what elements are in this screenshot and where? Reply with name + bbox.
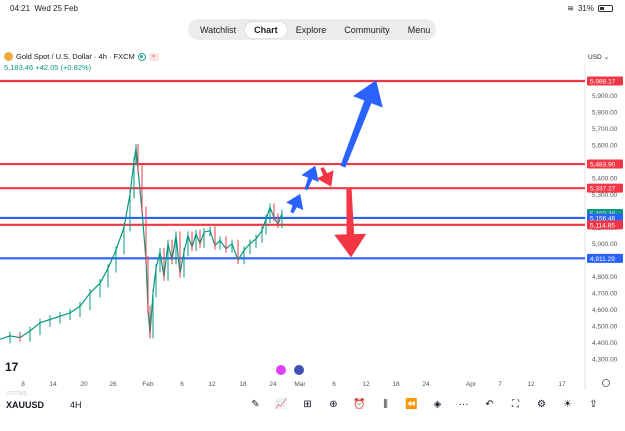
price-chart[interactable]: 5,900.005,800.005,700.005,600.005,500.00… — [0, 45, 625, 390]
time-tick-label: 12 — [362, 381, 370, 388]
symbol-header[interactable]: Gold Spot / U.S. Dollar · 4h · FXCM ≈ — [4, 52, 159, 61]
time-tick-label: 8 — [21, 381, 25, 388]
last-price: 5,183.46 — [4, 63, 34, 72]
price-tick-label: 5,700.00 — [592, 126, 618, 133]
price-axis-label-bg — [587, 159, 623, 169]
battery-percent: 31% — [577, 4, 594, 13]
price-tick-label: 5,800.00 — [592, 109, 618, 116]
us-flag-icon — [294, 365, 304, 375]
indicators-icon[interactable]: 📈 — [275, 399, 288, 410]
time-tick-label: 20 — [80, 381, 88, 388]
red-arrow-down-small — [316, 167, 334, 187]
blue-arrow-up-large — [340, 80, 383, 168]
ghost-label: UTCTMS — [6, 391, 27, 397]
time-tick-label: 14 — [49, 381, 57, 388]
price-tick-label: 4,300.00 — [592, 357, 618, 364]
time-tick-label: 12 — [527, 381, 535, 388]
chevron-down-icon: ⌄ — [603, 54, 610, 61]
status-right: ≋ 31% — [567, 4, 613, 13]
undo-icon[interactable]: ↶ — [485, 399, 494, 410]
price-tick-label: 4,700.00 — [592, 291, 618, 298]
more-icon[interactable]: ··· — [458, 399, 469, 410]
price-tick-label: 5,900.00 — [592, 93, 618, 100]
alarm-icon[interactable]: ⏰ — [353, 399, 366, 410]
bottom-symbol[interactable]: XAUUSD — [6, 400, 45, 410]
candles-icon[interactable]: ⫼ — [383, 399, 388, 410]
tradingview-logo: 17 — [5, 360, 19, 374]
status-bar: 04:21 Wed 25 Feb ≋ 31% — [0, 0, 625, 16]
tab-menu[interactable]: Menu — [407, 24, 431, 35]
layers-icon[interactable]: ◈ — [433, 399, 442, 410]
time-tick-label: 26 — [109, 381, 117, 388]
price-tick-label: 4,500.00 — [592, 324, 618, 331]
settings-icon[interactable]: ⚙ — [537, 399, 546, 410]
add-icon[interactable]: ⊕ — [329, 399, 338, 410]
price-axis-label: 5,988.17 — [590, 79, 616, 86]
pencil-icon[interactable]: ✎ — [251, 399, 260, 410]
event-icon — [276, 365, 286, 375]
bottom-toolbar: UTCTMS XAUUSD 4H ✎ 📈 ⊞ ⊕ ⏰ ⫼ ⏪ ◈ ··· ↶ ⛶… — [0, 391, 625, 416]
time-tick-label: 18 — [392, 381, 400, 388]
price-axis-label-bg — [587, 183, 623, 193]
time-tick-label: Feb — [142, 381, 154, 388]
price-tick-label: 5,000.00 — [592, 241, 618, 248]
price-axis-label-bg — [587, 76, 623, 86]
time-tick-label: Mar — [294, 381, 306, 388]
top-nav: Watchlist Chart Explore Community Menu — [188, 19, 436, 40]
time-tick-label: 24 — [269, 381, 277, 388]
symbol-title: Gold Spot / U.S. Dollar · 4h · FXCM — [16, 52, 135, 61]
wifi-icon: ≋ — [567, 4, 574, 13]
price-axis-label-bg — [587, 220, 623, 230]
price-axis-label-bg — [587, 253, 623, 263]
time-tick-label: 6 — [180, 381, 184, 388]
currency-label: USD — [588, 53, 602, 61]
time-tick-label: 24 — [422, 381, 430, 388]
fullscreen-icon[interactable]: ⛶ — [512, 399, 519, 410]
market-open-icon — [137, 52, 146, 61]
price-axis-label: 4,911.29 — [590, 256, 615, 263]
bottom-timeframe[interactable]: 4H — [70, 400, 82, 410]
price-tick-label: 5,300.00 — [592, 192, 618, 199]
blue-arrow-up-small — [286, 193, 304, 214]
tab-community[interactable]: Community — [344, 24, 390, 35]
price-axis-label: 5,156.46 — [590, 215, 616, 222]
price-series-line — [0, 148, 283, 340]
battery-icon — [598, 5, 613, 12]
share-icon[interactable]: ⇪ — [589, 399, 598, 410]
settings-gear-icon — [602, 379, 610, 387]
tab-watchlist[interactable]: Watchlist — [200, 24, 237, 35]
time-tick-label: 18 — [239, 381, 247, 388]
time-tick-label: 6 — [332, 381, 336, 388]
price-tick-label: 4,400.00 — [592, 340, 618, 347]
status-time: 04:21 Wed 25 Feb — [10, 4, 78, 13]
price-axis-label: 5,114.85 — [590, 222, 615, 229]
currency-selector[interactable]: USD ⌄ — [588, 53, 610, 62]
tab-explore[interactable]: Explore — [295, 24, 327, 35]
grid-icon[interactable]: ⊞ — [303, 399, 312, 410]
price-tick-label: 4,600.00 — [592, 307, 618, 314]
time-tick-label: 17 — [558, 381, 566, 388]
tool-row: ✎ 📈 ⊞ ⊕ ⏰ ⫼ ⏪ ◈ ··· ↶ ⛶ ⚙ ☀ ⇪ — [246, 396, 603, 413]
red-arrow-down-large — [334, 188, 367, 258]
price-change: +42.05 (+0.82%) — [35, 63, 92, 72]
price-info: 5,183.46 +42.05 (+0.82%) — [4, 63, 91, 72]
rewind-icon[interactable]: ⏪ — [405, 399, 418, 410]
time-tick-label: Apr — [466, 381, 477, 388]
time-tick-label: 12 — [208, 381, 216, 388]
price-axis-label-bg — [587, 213, 623, 223]
blue-arrow-up-small — [301, 165, 319, 191]
price-tick-label: 5,600.00 — [592, 142, 618, 149]
price-tick-label: 5,400.00 — [592, 175, 618, 182]
price-tick-label: 4,800.00 — [592, 274, 618, 281]
gold-icon — [4, 52, 13, 61]
price-axis-label: 5,483.90 — [590, 162, 616, 169]
data-badge-icon: ≈ — [148, 52, 159, 61]
time-tick-label: 7 — [498, 381, 502, 388]
tab-chart[interactable]: Chart — [245, 21, 287, 38]
price-axis-label: 5,337.27 — [590, 186, 616, 193]
lightbulb-icon[interactable]: ☀ — [563, 399, 572, 410]
